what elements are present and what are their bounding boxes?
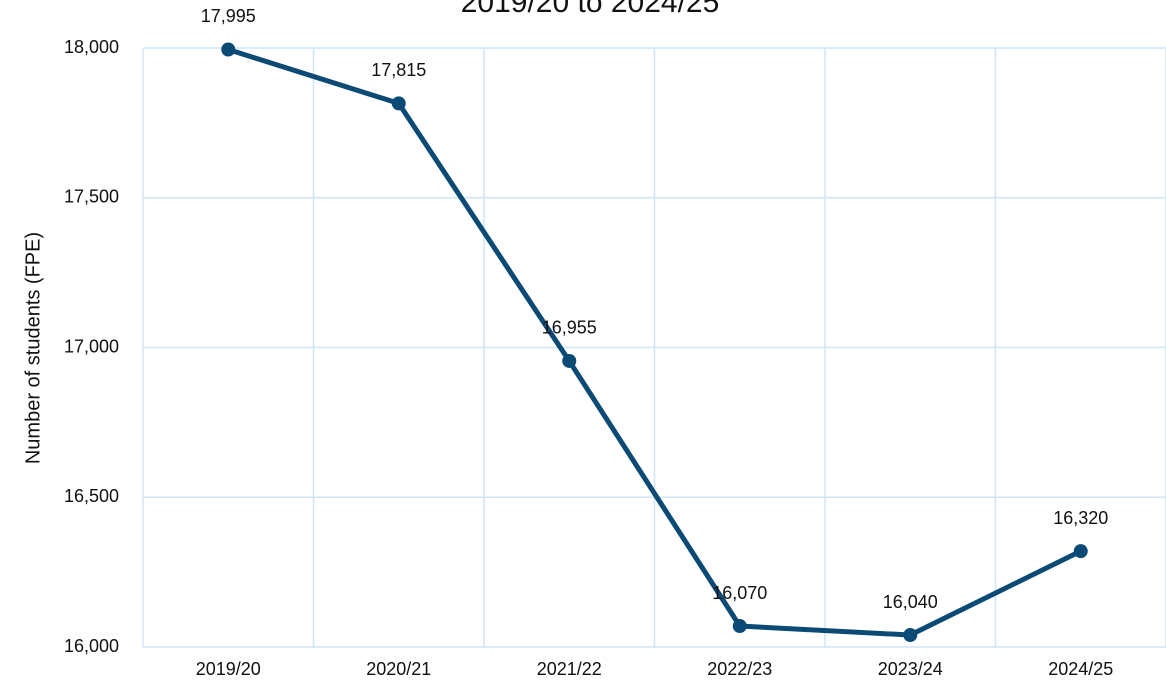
x-tick-label: 2023/24 [878, 659, 943, 679]
y-tick-label: 17,500 [64, 187, 119, 207]
data-label: 16,070 [712, 583, 767, 603]
data-label: 16,040 [883, 592, 938, 612]
data-point [732, 619, 747, 634]
y-tick-label: 16,500 [64, 486, 119, 506]
data-point [1073, 544, 1088, 559]
y-tick-label: 16,000 [64, 636, 119, 656]
x-tick-label: 2022/23 [707, 659, 772, 679]
y-axis-label: Number of students (FPE) [22, 232, 44, 464]
x-tick-label: 2019/20 [196, 659, 261, 679]
chart-title: 2019/20 to 2024/25 [461, 0, 720, 19]
x-tick-label: 2024/25 [1048, 659, 1113, 679]
data-label: 17,815 [371, 60, 426, 80]
data-point [903, 628, 918, 643]
x-tick-label: 2021/22 [537, 659, 602, 679]
data-label: 17,995 [201, 6, 256, 26]
data-label: 16,320 [1053, 508, 1108, 528]
x-tick-label: 2020/21 [366, 659, 431, 679]
data-label: 16,955 [542, 318, 597, 338]
y-tick-label: 17,000 [64, 336, 119, 356]
data-point [221, 42, 236, 57]
y-tick-label: 18,000 [64, 37, 119, 57]
data-point [391, 96, 406, 111]
data-point [562, 353, 577, 368]
line-series [227, 47, 1082, 638]
